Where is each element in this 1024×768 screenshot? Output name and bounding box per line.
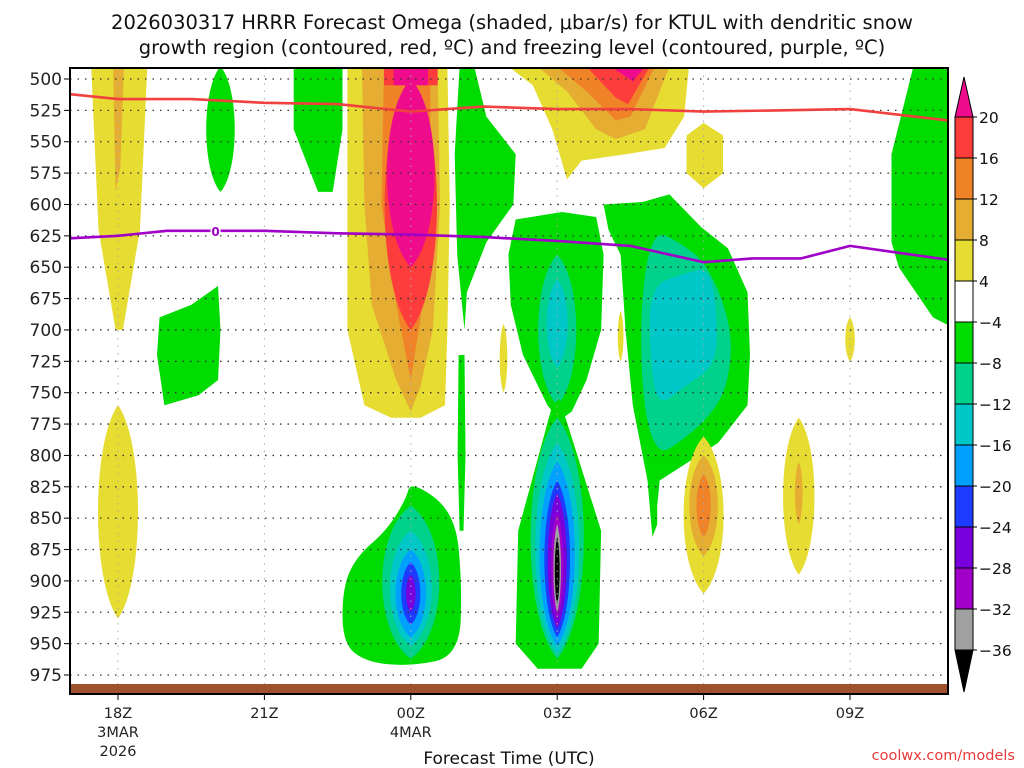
y-tick-label-575: 575 xyxy=(30,164,62,184)
colorbar-bin-2 xyxy=(954,198,974,241)
y-tick-label-500: 500 xyxy=(30,70,62,90)
omega-fill-03z-low-36 xyxy=(554,536,560,604)
colorbar-bin-7 xyxy=(954,403,974,446)
y-tick-label-750: 750 xyxy=(30,384,62,404)
y-tick-label-900: 900 xyxy=(30,572,62,592)
x-tick-date-00Z: 4MAR xyxy=(390,725,432,741)
credit-link[interactable]: coolwx.com/models xyxy=(872,748,1015,764)
x-tick-label-18Z: 18Z xyxy=(104,706,132,722)
omega-filled-contours xyxy=(91,68,948,669)
y-tick-label-725: 725 xyxy=(30,352,62,372)
colorbar-bin-4 xyxy=(954,280,974,323)
omega-fill-04z-top-20 xyxy=(613,68,644,82)
colorbar-label-2: 12 xyxy=(979,191,999,209)
omega-fill-0420z-sliver xyxy=(617,311,624,362)
y-tick-label-700: 700 xyxy=(30,321,62,341)
x-tick-date-18Z: 3MAR xyxy=(97,725,139,741)
colorbar-label-12: −32 xyxy=(979,601,1012,619)
y-tick-label-825: 825 xyxy=(30,478,62,498)
colorbar-label-13: −36 xyxy=(979,642,1012,660)
y-tick-label-625: 625 xyxy=(30,227,62,247)
colorbar-label-0: 20 xyxy=(979,109,999,127)
x-axis: 18Z 3MAR 2026 21Z 00Z 4MAR 03Z 06Z 09Z xyxy=(97,694,864,760)
omega-fill-01z-upper xyxy=(454,68,516,330)
omega-fill-08z-low-8 xyxy=(794,461,803,525)
colorbar-bin-6 xyxy=(954,362,974,405)
y-tick-label-600: 600 xyxy=(30,195,62,215)
y-tick-label-950: 950 xyxy=(30,635,62,655)
y-tick-label-875: 875 xyxy=(30,541,62,561)
colorbar-bin-10 xyxy=(954,526,974,569)
y-tick-label-850: 850 xyxy=(30,509,62,529)
colorbar-bin-11 xyxy=(954,567,974,610)
plot-frame xyxy=(69,67,949,695)
y-tick-label-675: 675 xyxy=(30,290,62,310)
colorbar-bin-9 xyxy=(954,485,974,528)
omega-fill-1930z-mid xyxy=(157,286,221,406)
colorbar-bin-1 xyxy=(954,157,974,200)
freezing-level-contour-label: 0 xyxy=(211,225,219,239)
freezing-level-contour-line xyxy=(70,229,948,264)
colorbar: 20 16 12 8 4 −4 −8 −12 −16 −20 −24 −28 −32 −36 xyxy=(954,76,1012,693)
y-axis: 500 525 550 575 600 625 650 675 700 725 750 775 800 8… xyxy=(30,70,70,686)
x-tick-label-06Z: 06Z xyxy=(689,706,717,722)
y-tick-label-775: 775 xyxy=(30,415,62,435)
colorbar-bin-3 xyxy=(954,239,974,282)
omega-fill-18z-upper-4 xyxy=(91,68,148,330)
colorbar-bin-12 xyxy=(954,608,974,651)
x-tick-label-09Z: 09Z xyxy=(836,706,864,722)
y-tick-label-650: 650 xyxy=(30,258,62,278)
omega-fill-2130z-sliver xyxy=(293,68,343,192)
x-tick-year-18Z: 2026 xyxy=(100,744,137,760)
omega-fill-01z-lower xyxy=(457,355,466,531)
omega-fill-05z-12 xyxy=(649,270,717,401)
line-contours: 0 xyxy=(70,92,948,264)
omega-fill-06z-upper-4 xyxy=(686,122,724,189)
y-tick-label-525: 525 xyxy=(30,101,62,121)
omega-fill-11z-upper xyxy=(891,68,948,326)
colorbar-arrow-top xyxy=(954,76,974,118)
y-tick-label-925: 925 xyxy=(30,603,62,623)
x-tick-label-00Z: 00Z xyxy=(397,706,425,722)
colorbar-bin-0 xyxy=(954,116,974,159)
chart-title-line-1: 2026030317 HRRR Forecast Omega (shaded, … xyxy=(111,11,913,34)
colorbar-bin-8 xyxy=(954,444,974,487)
x-tick-label-21Z: 21Z xyxy=(250,706,278,722)
x-tick-label-03Z: 03Z xyxy=(543,706,571,722)
chart-title-line-2: growth region (contoured, red, ºC) and f… xyxy=(139,36,886,59)
omega-fill-0150z-sliver xyxy=(499,323,508,393)
colorbar-label-3: 8 xyxy=(979,232,989,250)
colorbar-label-10: −24 xyxy=(979,519,1012,537)
colorbar-arrow-bottom xyxy=(954,649,974,693)
y-tick-label-800: 800 xyxy=(30,446,62,466)
colorbar-bin-5 xyxy=(954,321,974,364)
colorbar-label-8: −16 xyxy=(979,437,1012,455)
ground-band xyxy=(70,684,948,694)
colorbar-label-9: −20 xyxy=(979,478,1012,496)
colorbar-label-5: −4 xyxy=(979,314,1002,332)
colorbar-label-6: −8 xyxy=(979,355,1002,373)
colorbar-label-7: −12 xyxy=(979,396,1012,414)
dendritic-growth-contour-line xyxy=(70,92,948,122)
colorbar-label-1: 16 xyxy=(979,150,999,168)
omega-fill-06z-low-12 xyxy=(696,474,711,537)
colorbar-label-11: −28 xyxy=(979,560,1012,578)
y-tick-label-975: 975 xyxy=(30,666,62,686)
x-axis-title: Forecast Time (UTC) xyxy=(423,749,594,768)
y-tick-label-550: 550 xyxy=(30,133,62,153)
colorbar-label-4: 4 xyxy=(979,273,989,291)
